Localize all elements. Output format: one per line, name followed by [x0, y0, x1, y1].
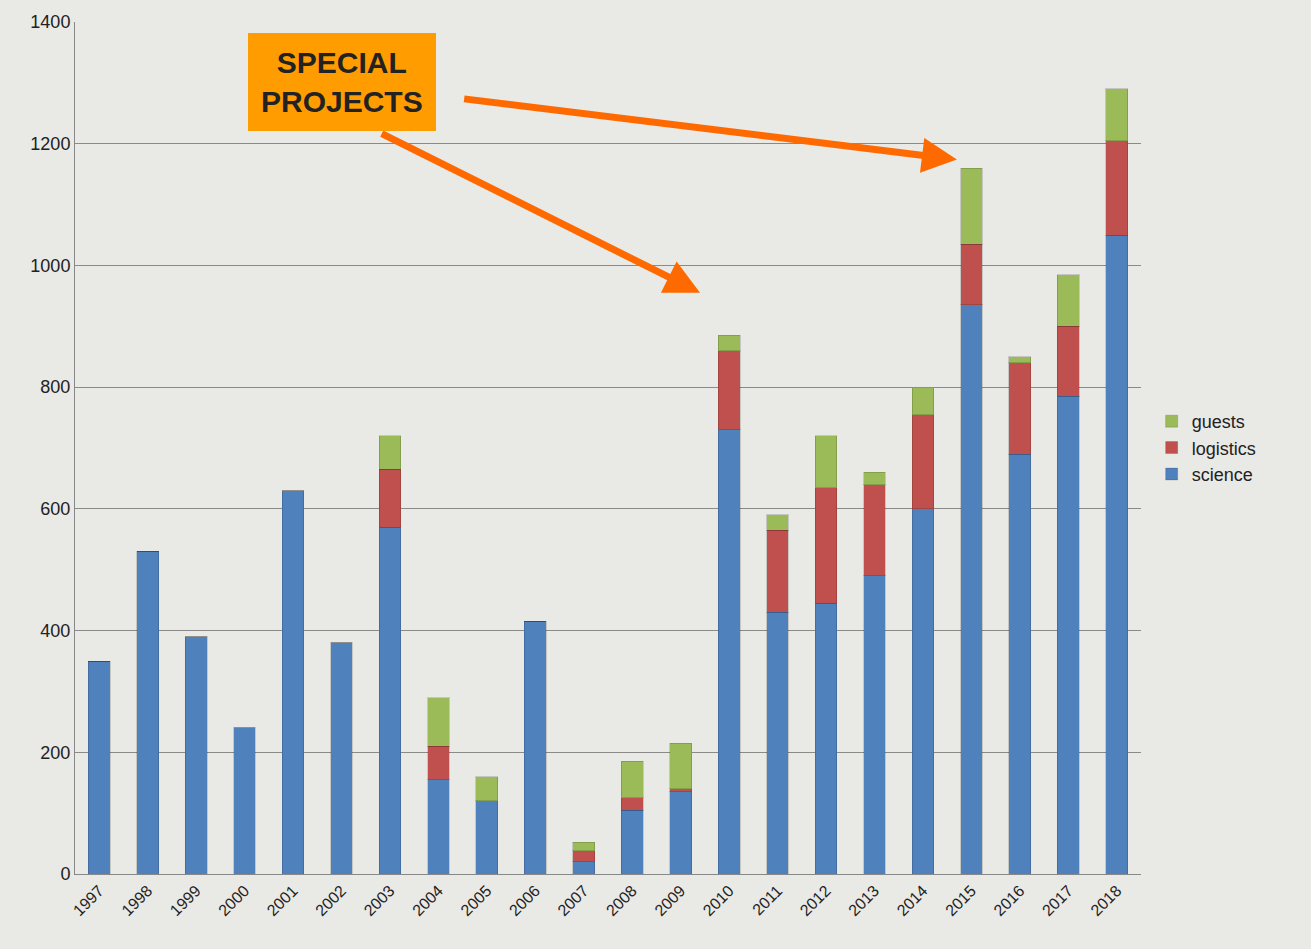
svg-text:2002: 2002 [312, 882, 349, 919]
svg-text:logistics: logistics [1192, 439, 1256, 459]
svg-text:2000: 2000 [215, 882, 252, 919]
svg-text:science: science [1192, 465, 1253, 485]
svg-text:2018: 2018 [1087, 882, 1124, 919]
svg-text:2006: 2006 [506, 882, 543, 919]
svg-text:2007: 2007 [554, 882, 591, 919]
svg-text:800: 800 [40, 377, 70, 397]
svg-text:400: 400 [40, 621, 70, 641]
svg-text:2008: 2008 [603, 882, 640, 919]
svg-text:200: 200 [40, 743, 70, 763]
svg-text:1997: 1997 [70, 882, 107, 919]
svg-text:600: 600 [40, 499, 70, 519]
svg-text:2016: 2016 [990, 882, 1027, 919]
svg-text:2017: 2017 [1039, 882, 1076, 919]
svg-text:1999: 1999 [167, 882, 204, 919]
svg-text:1000: 1000 [30, 256, 70, 276]
svg-text:2005: 2005 [457, 882, 494, 919]
svg-text:1998: 1998 [118, 882, 155, 919]
svg-text:1200: 1200 [30, 134, 70, 154]
svg-text:SPECIALPROJECTS: SPECIALPROJECTS [261, 46, 423, 118]
svg-text:2014: 2014 [894, 882, 931, 919]
svg-text:2010: 2010 [700, 882, 737, 919]
svg-text:2003: 2003 [361, 882, 398, 919]
svg-text:guests: guests [1192, 412, 1245, 432]
svg-text:2004: 2004 [409, 882, 446, 919]
svg-text:2011: 2011 [749, 882, 785, 918]
svg-text:2001: 2001 [264, 882, 301, 919]
svg-text:1400: 1400 [30, 12, 70, 32]
svg-text:2015: 2015 [942, 882, 979, 919]
svg-text:2009: 2009 [651, 882, 688, 919]
svg-text:0: 0 [60, 864, 70, 884]
svg-text:2013: 2013 [845, 882, 882, 919]
svg-text:2012: 2012 [797, 882, 834, 919]
